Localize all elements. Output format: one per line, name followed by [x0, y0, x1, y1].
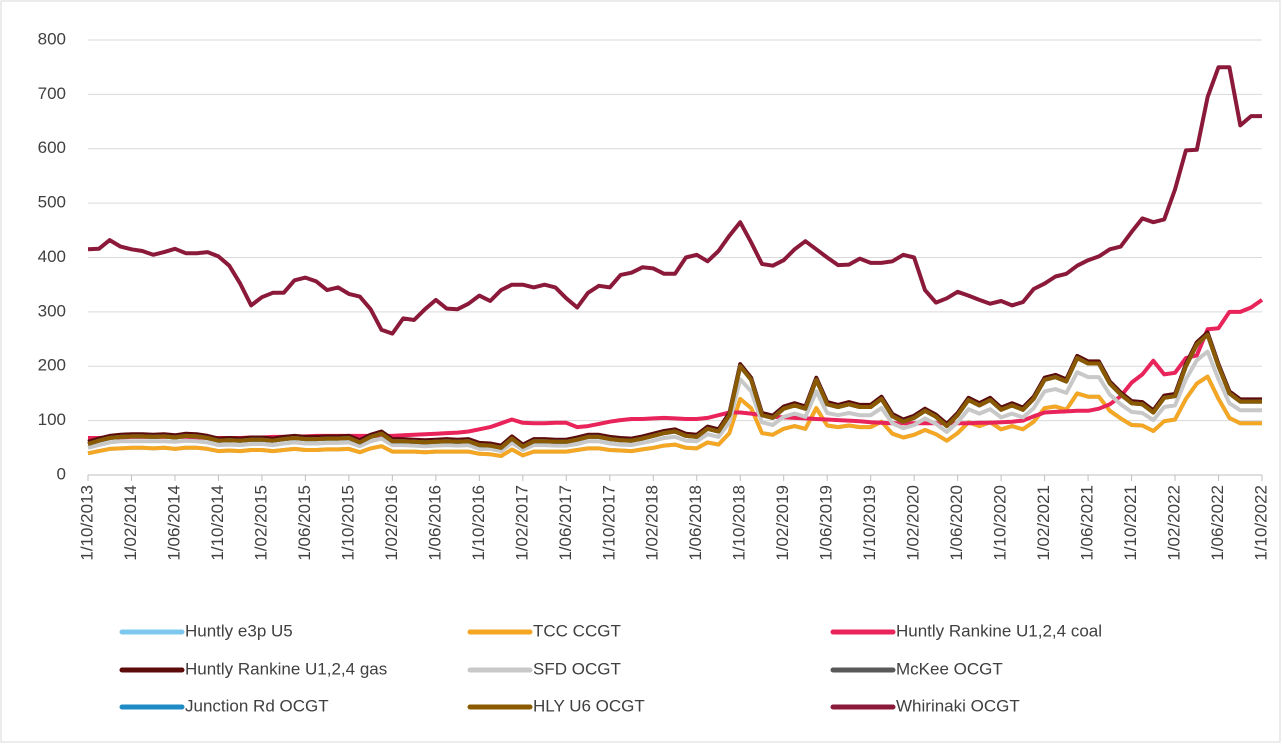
legend-label: Whirinaki OCGT [896, 696, 1020, 715]
legend-label: Huntly e3p U5 [185, 621, 293, 640]
x-tick-label: 1/10/2022 [1251, 485, 1270, 561]
x-tick-label: 1/02/2016 [382, 485, 401, 561]
series-line [87, 332, 1262, 450]
x-tick-label: 1/10/2017 [599, 485, 618, 561]
y-tick-label: 600 [38, 138, 66, 157]
legend-label: McKee OCGT [896, 659, 1003, 678]
series-line [87, 349, 1262, 454]
y-tick-label: 100 [38, 410, 66, 429]
y-tick-label: 200 [38, 356, 66, 375]
y-tick-label: 400 [38, 247, 66, 266]
x-tick-label: 1/10/2015 [338, 485, 357, 561]
legend-label: HLY U6 OCGT [533, 696, 645, 715]
x-tick-label: 1/02/2017 [512, 485, 531, 561]
x-tick-label: 1/02/2018 [643, 485, 662, 561]
legend-label: SFD OCGT [533, 659, 621, 678]
x-tick-label: 1/10/2019 [860, 485, 879, 561]
series-line [87, 65, 1262, 336]
x-tick-label: 1/06/2017 [556, 485, 575, 561]
x-tick-label: 1/06/2020 [947, 485, 966, 561]
x-tick-label: 1/06/2022 [1208, 485, 1227, 561]
legend-label: Huntly Rankine U1,2,4 coal [896, 621, 1102, 640]
x-tick-label: 1/10/2018 [730, 485, 749, 561]
x-tick-label: 1/02/2019 [773, 485, 792, 561]
x-tick-label: 1/10/2016 [469, 485, 488, 561]
y-tick-label: 0 [57, 464, 66, 483]
x-tick-label: 1/02/2015 [251, 485, 270, 561]
legend-label: Junction Rd OCGT [185, 696, 329, 715]
x-tick-label: 1/10/2020 [991, 485, 1010, 561]
x-tick-label: 1/10/2021 [1121, 485, 1140, 561]
x-tick-label: 1/02/2020 [904, 485, 923, 561]
x-tick-label: 1/06/2019 [817, 485, 836, 561]
y-tick-label: 500 [38, 193, 66, 212]
x-tick-label: 1/06/2015 [295, 485, 314, 561]
x-tick-label: 1/02/2022 [1165, 485, 1184, 561]
x-tick-label: 1/02/2014 [121, 485, 140, 561]
x-tick-label: 1/10/2014 [208, 485, 227, 561]
y-tick-label: 300 [38, 301, 66, 320]
x-tick-label: 1/10/2013 [77, 485, 96, 561]
legend-label: Huntly Rankine U1,2,4 gas [185, 659, 387, 678]
x-tick-label: 1/06/2018 [686, 485, 705, 561]
y-tick-label: 800 [38, 29, 66, 48]
x-tick-label: 1/06/2014 [164, 485, 183, 561]
legend-label: TCC CCGT [533, 621, 621, 640]
x-tick-label: 1/02/2021 [1034, 485, 1053, 561]
x-tick-label: 1/06/2021 [1078, 485, 1097, 561]
x-tick-label: 1/06/2016 [425, 485, 444, 561]
y-tick-label: 700 [38, 84, 66, 103]
